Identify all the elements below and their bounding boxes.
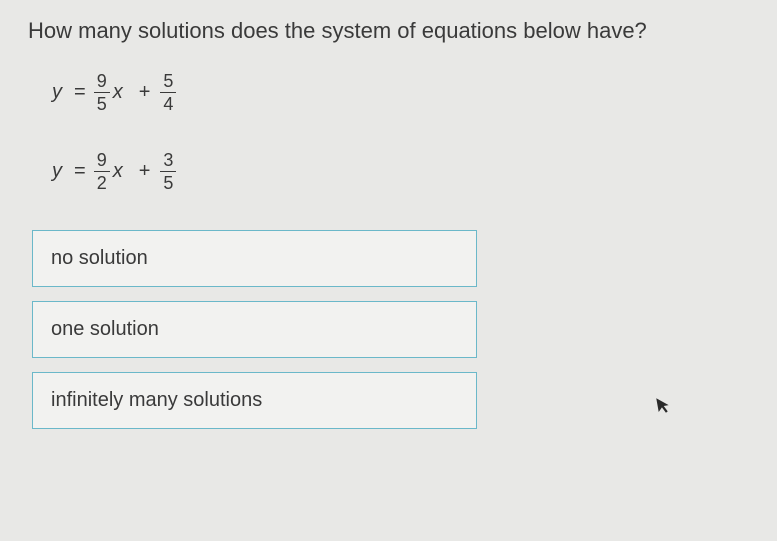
eq1-f1-den: 5 (94, 93, 110, 113)
equations-block: y = 9 5 x + 5 4 y = 9 2 x + 3 5 (52, 72, 749, 192)
option-infinitely-many[interactable]: infinitely many solutions (32, 372, 477, 429)
eq2-fraction-2: 3 5 (160, 151, 176, 192)
eq1-fraction-1: 9 5 (94, 72, 110, 113)
eq1-var: x (113, 81, 123, 104)
eq2-f1-den: 2 (94, 172, 110, 192)
eq2-op: + (139, 160, 151, 183)
eq2-f2-num: 3 (160, 151, 176, 172)
eq2-f2-den: 5 (160, 172, 176, 192)
eq2-fraction-1: 9 2 (94, 151, 110, 192)
equation-2: y = 9 2 x + 3 5 (52, 151, 749, 192)
option-no-solution[interactable]: no solution (32, 230, 477, 287)
eq2-f1-num: 9 (94, 151, 110, 172)
cursor-icon (654, 394, 674, 421)
eq2-var: x (113, 160, 123, 183)
eq1-fraction-2: 5 4 (160, 72, 176, 113)
option-one-solution[interactable]: one solution (32, 301, 477, 358)
equals-sign: = (74, 81, 86, 104)
eq1-f1-num: 9 (94, 72, 110, 93)
eq2-lhs: y (52, 160, 62, 183)
eq1-f2-num: 5 (160, 72, 176, 93)
eq1-f2-den: 4 (160, 93, 176, 113)
equation-1: y = 9 5 x + 5 4 (52, 72, 749, 113)
equals-sign: = (74, 160, 86, 183)
eq1-op: + (139, 81, 151, 104)
question-text: How many solutions does the system of eq… (28, 18, 749, 44)
options-list: no solution one solution infinitely many… (32, 230, 477, 429)
eq1-lhs: y (52, 81, 62, 104)
